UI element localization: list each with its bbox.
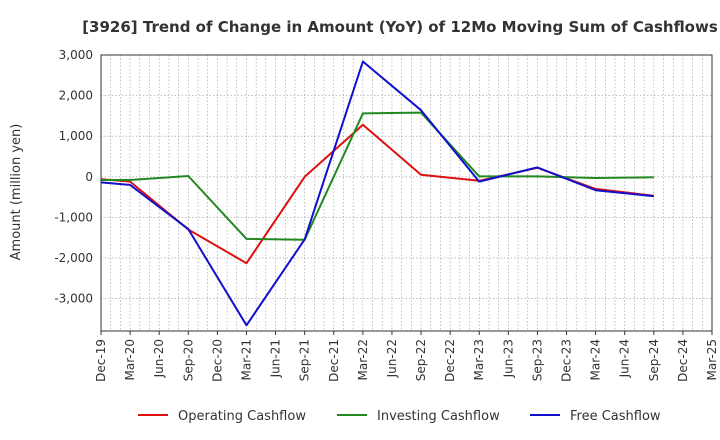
y-axis-label: Amount (million yen) [9, 124, 24, 261]
series-line-investing-cashflow [101, 111, 654, 241]
series-line-operating-cashflow [100, 123, 654, 265]
y-tick-label: -3,000 [54, 292, 93, 306]
x-tick-label: Sep-20 [181, 339, 195, 381]
x-tick-label: Mar-20 [123, 339, 137, 380]
y-tick-label: 3,000 [59, 48, 93, 62]
x-tick-label: Mar-25 [705, 339, 719, 380]
y-tick-label: -1,000 [54, 210, 93, 224]
x-tick-label: Dec-24 [676, 339, 690, 382]
x-tick-label: Dec-23 [560, 339, 574, 382]
legend-label: Free Cashflow [570, 409, 661, 424]
x-tick-label: Mar-22 [356, 339, 370, 380]
x-tick-label: Dec-20 [210, 339, 224, 382]
y-tick-label: 2,000 [59, 89, 93, 103]
legend-label: Investing Cashflow [377, 409, 500, 424]
x-tick-label: Sep-22 [414, 339, 428, 381]
y-tick-label: -2,000 [54, 251, 93, 265]
x-tick-label: Jun-21 [269, 339, 283, 378]
x-tick-label: Jun-24 [618, 339, 632, 378]
series-layer [100, 60, 654, 327]
plot-frame [100, 54, 713, 332]
y-tick-label: 0 [85, 170, 93, 184]
x-tick-label: Dec-21 [327, 339, 341, 382]
x-tick-label: Jun-23 [501, 339, 515, 378]
x-tick-label: Mar-24 [589, 339, 603, 380]
grid-layer [101, 54, 712, 331]
x-tick-label: Mar-23 [472, 339, 486, 380]
x-tick-label: Sep-23 [530, 339, 544, 381]
y-tick-label: 1,000 [59, 129, 93, 143]
series-line-free-cashflow [100, 60, 654, 327]
x-tick-label: Mar-21 [239, 339, 253, 380]
x-axis-ticks: Dec-19 Mar-20 Jun-20 Sep-20 Dec-20 Mar-21 Jun-… [94, 331, 719, 382]
x-tick-label: Dec-22 [443, 339, 457, 382]
legend-label: Operating Cashflow [178, 409, 306, 424]
x-tick-label: Jun-20 [152, 339, 166, 378]
legend: Operating Cashflow Investing Cashflow Free… [138, 409, 661, 424]
x-tick-label: Jun-22 [385, 339, 399, 378]
chart-title: [3926] Trend of Change in Amount (YoY) o… [82, 18, 718, 36]
x-tick-label: Dec-19 [94, 339, 108, 382]
y-axis-ticks: 3,000 2,000 1,000 0 -1,000 -2,000 -3,000 [54, 48, 93, 306]
x-tick-label: Sep-21 [298, 339, 312, 381]
x-tick-label: Sep-24 [647, 339, 661, 381]
